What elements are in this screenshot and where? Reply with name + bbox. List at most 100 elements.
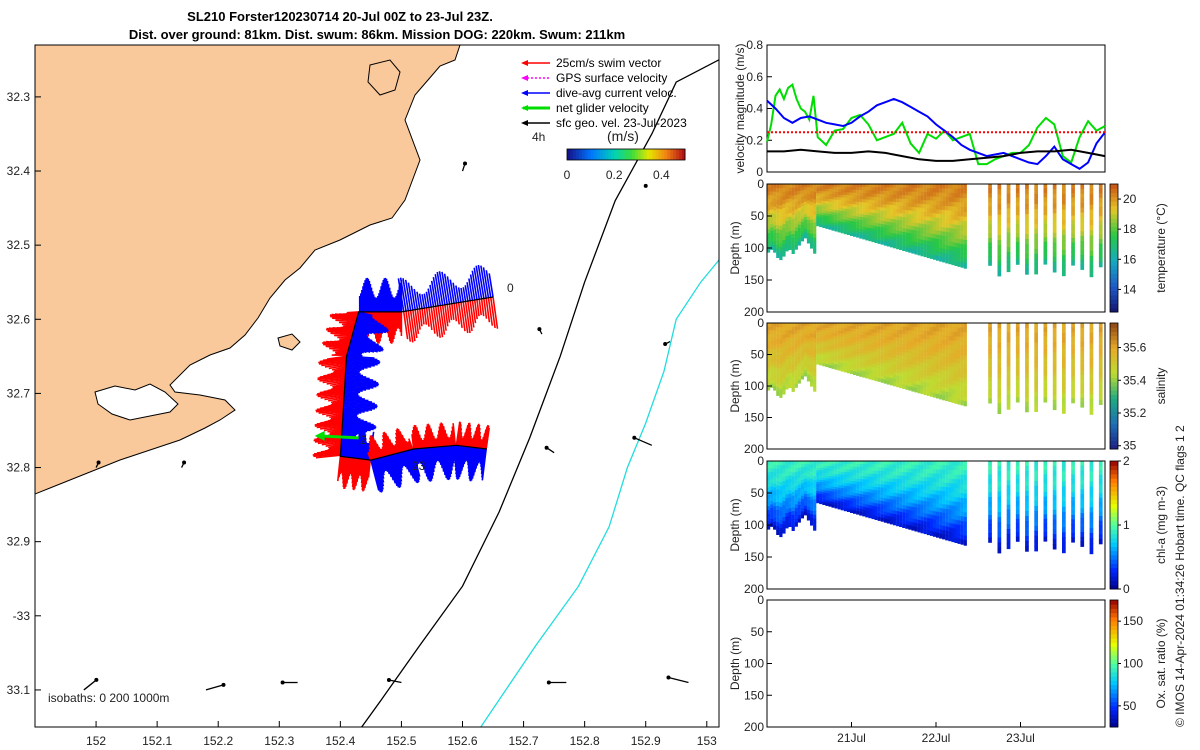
chl-a-cell <box>877 493 881 498</box>
chl-a-cell <box>767 461 771 466</box>
salinity-colorbar-swatch <box>1110 327 1118 332</box>
chl-a-cell <box>770 490 774 495</box>
chl-a-cell <box>767 476 771 481</box>
net-velocity-arrow <box>318 434 359 440</box>
chl-a-cell <box>948 500 952 506</box>
salinity-cell <box>837 364 841 368</box>
chl-a-cell <box>917 472 921 478</box>
chl-a-cell <box>883 464 887 469</box>
temperature-cell <box>1098 234 1103 240</box>
chl-a-cell <box>856 502 860 506</box>
temperature-cell <box>899 238 903 243</box>
temperature-cell <box>945 232 949 238</box>
salinity-cell <box>1062 378 1066 384</box>
salinity-cell <box>988 380 992 386</box>
chl-a-cell <box>767 502 771 507</box>
chl-a-cell <box>902 508 906 514</box>
current-vector <box>389 454 400 488</box>
temperature-cell <box>797 190 801 195</box>
salinity-cell <box>868 357 872 361</box>
salinity-cell <box>797 366 801 371</box>
temperature-cell <box>889 225 894 230</box>
chl-a-cell <box>905 490 909 496</box>
swim-vector <box>430 306 436 334</box>
salinity-cell <box>837 357 841 361</box>
temperature-cell <box>840 186 844 190</box>
salinity-cell <box>865 326 869 330</box>
salinity-cell <box>788 383 792 389</box>
current-vector <box>469 274 476 301</box>
salinity-cell <box>819 360 823 364</box>
temperature-cell <box>951 219 955 225</box>
swim-vector <box>368 440 376 460</box>
swim-vector <box>378 446 384 458</box>
salinity-cell <box>840 347 844 351</box>
chl-a-cell <box>939 516 943 522</box>
map-y-tick-label: 32.9 <box>7 535 31 549</box>
chl-a-cell <box>767 525 771 530</box>
salinity-cell <box>880 323 884 327</box>
temperature-colorbar-swatch <box>1110 260 1118 266</box>
salinity-cell <box>788 373 792 378</box>
salinity-cell <box>794 330 798 335</box>
chl-a-cell <box>939 469 943 475</box>
current-vector <box>350 338 384 350</box>
temperature-cell <box>853 215 857 220</box>
salinity-cell <box>948 357 952 363</box>
salinity-cell <box>1098 386 1103 392</box>
temperature-cell <box>862 187 866 191</box>
salinity-cell <box>782 362 786 367</box>
salinity-cell <box>951 358 955 364</box>
temperature-cell <box>800 231 804 236</box>
temperature-cell <box>791 203 795 208</box>
chl-a-cell <box>794 518 798 524</box>
current-vector <box>414 448 419 467</box>
chl-a-cell <box>822 497 826 501</box>
temperature-cell <box>1052 203 1057 209</box>
temperature-cell <box>837 210 841 214</box>
chl-a-cell <box>776 505 780 511</box>
chl-a-cell <box>868 486 872 490</box>
salinity-cell <box>785 370 789 375</box>
temperature-cell <box>859 190 863 194</box>
temperature-cell <box>1015 184 1020 190</box>
temperature-cell <box>936 247 940 253</box>
temperature-cell <box>828 194 832 198</box>
chl-a-cell <box>874 509 878 514</box>
chl-a-cell <box>846 472 851 476</box>
salinity-cell <box>874 354 878 359</box>
temperature-cell <box>840 194 844 199</box>
salinity-cell <box>776 335 780 340</box>
colorbar-swatch <box>679 149 683 160</box>
temperature-cell <box>859 211 863 215</box>
swim-vector <box>394 443 400 454</box>
chl-a-cell <box>794 500 798 505</box>
chl-a-cell <box>896 496 900 502</box>
salinity-cell <box>917 323 921 328</box>
chl-a-cell <box>948 465 952 471</box>
salinity-cell <box>1098 395 1103 401</box>
temperature-cell <box>767 244 771 249</box>
chl-a-cell <box>926 518 930 523</box>
temperature-cell <box>825 206 829 210</box>
chl-a-cell <box>948 527 952 533</box>
salinity-colorbar-tick-label: 35.2 <box>1123 406 1147 420</box>
chl-a-cell <box>929 522 934 528</box>
temperature-cell <box>914 211 918 216</box>
chl-a-cell <box>902 497 906 503</box>
salinity-cell <box>883 336 887 341</box>
chl-a-cell <box>831 476 835 480</box>
chl-a-cell <box>810 521 814 526</box>
chl-a-cell <box>926 473 930 478</box>
salinity-cell <box>1006 361 1011 367</box>
salinity-cell <box>856 325 860 330</box>
chl-a-cell <box>865 482 869 487</box>
chl-a-cell <box>868 498 872 503</box>
chl-a-cell <box>942 465 946 471</box>
temperature-cell <box>886 225 890 230</box>
legend-label: dive-avg current veloc. <box>556 86 677 100</box>
temperature-cell <box>843 214 847 218</box>
salinity-cell <box>819 355 823 359</box>
current-vector <box>420 448 424 467</box>
chl-a-cell <box>926 485 930 491</box>
